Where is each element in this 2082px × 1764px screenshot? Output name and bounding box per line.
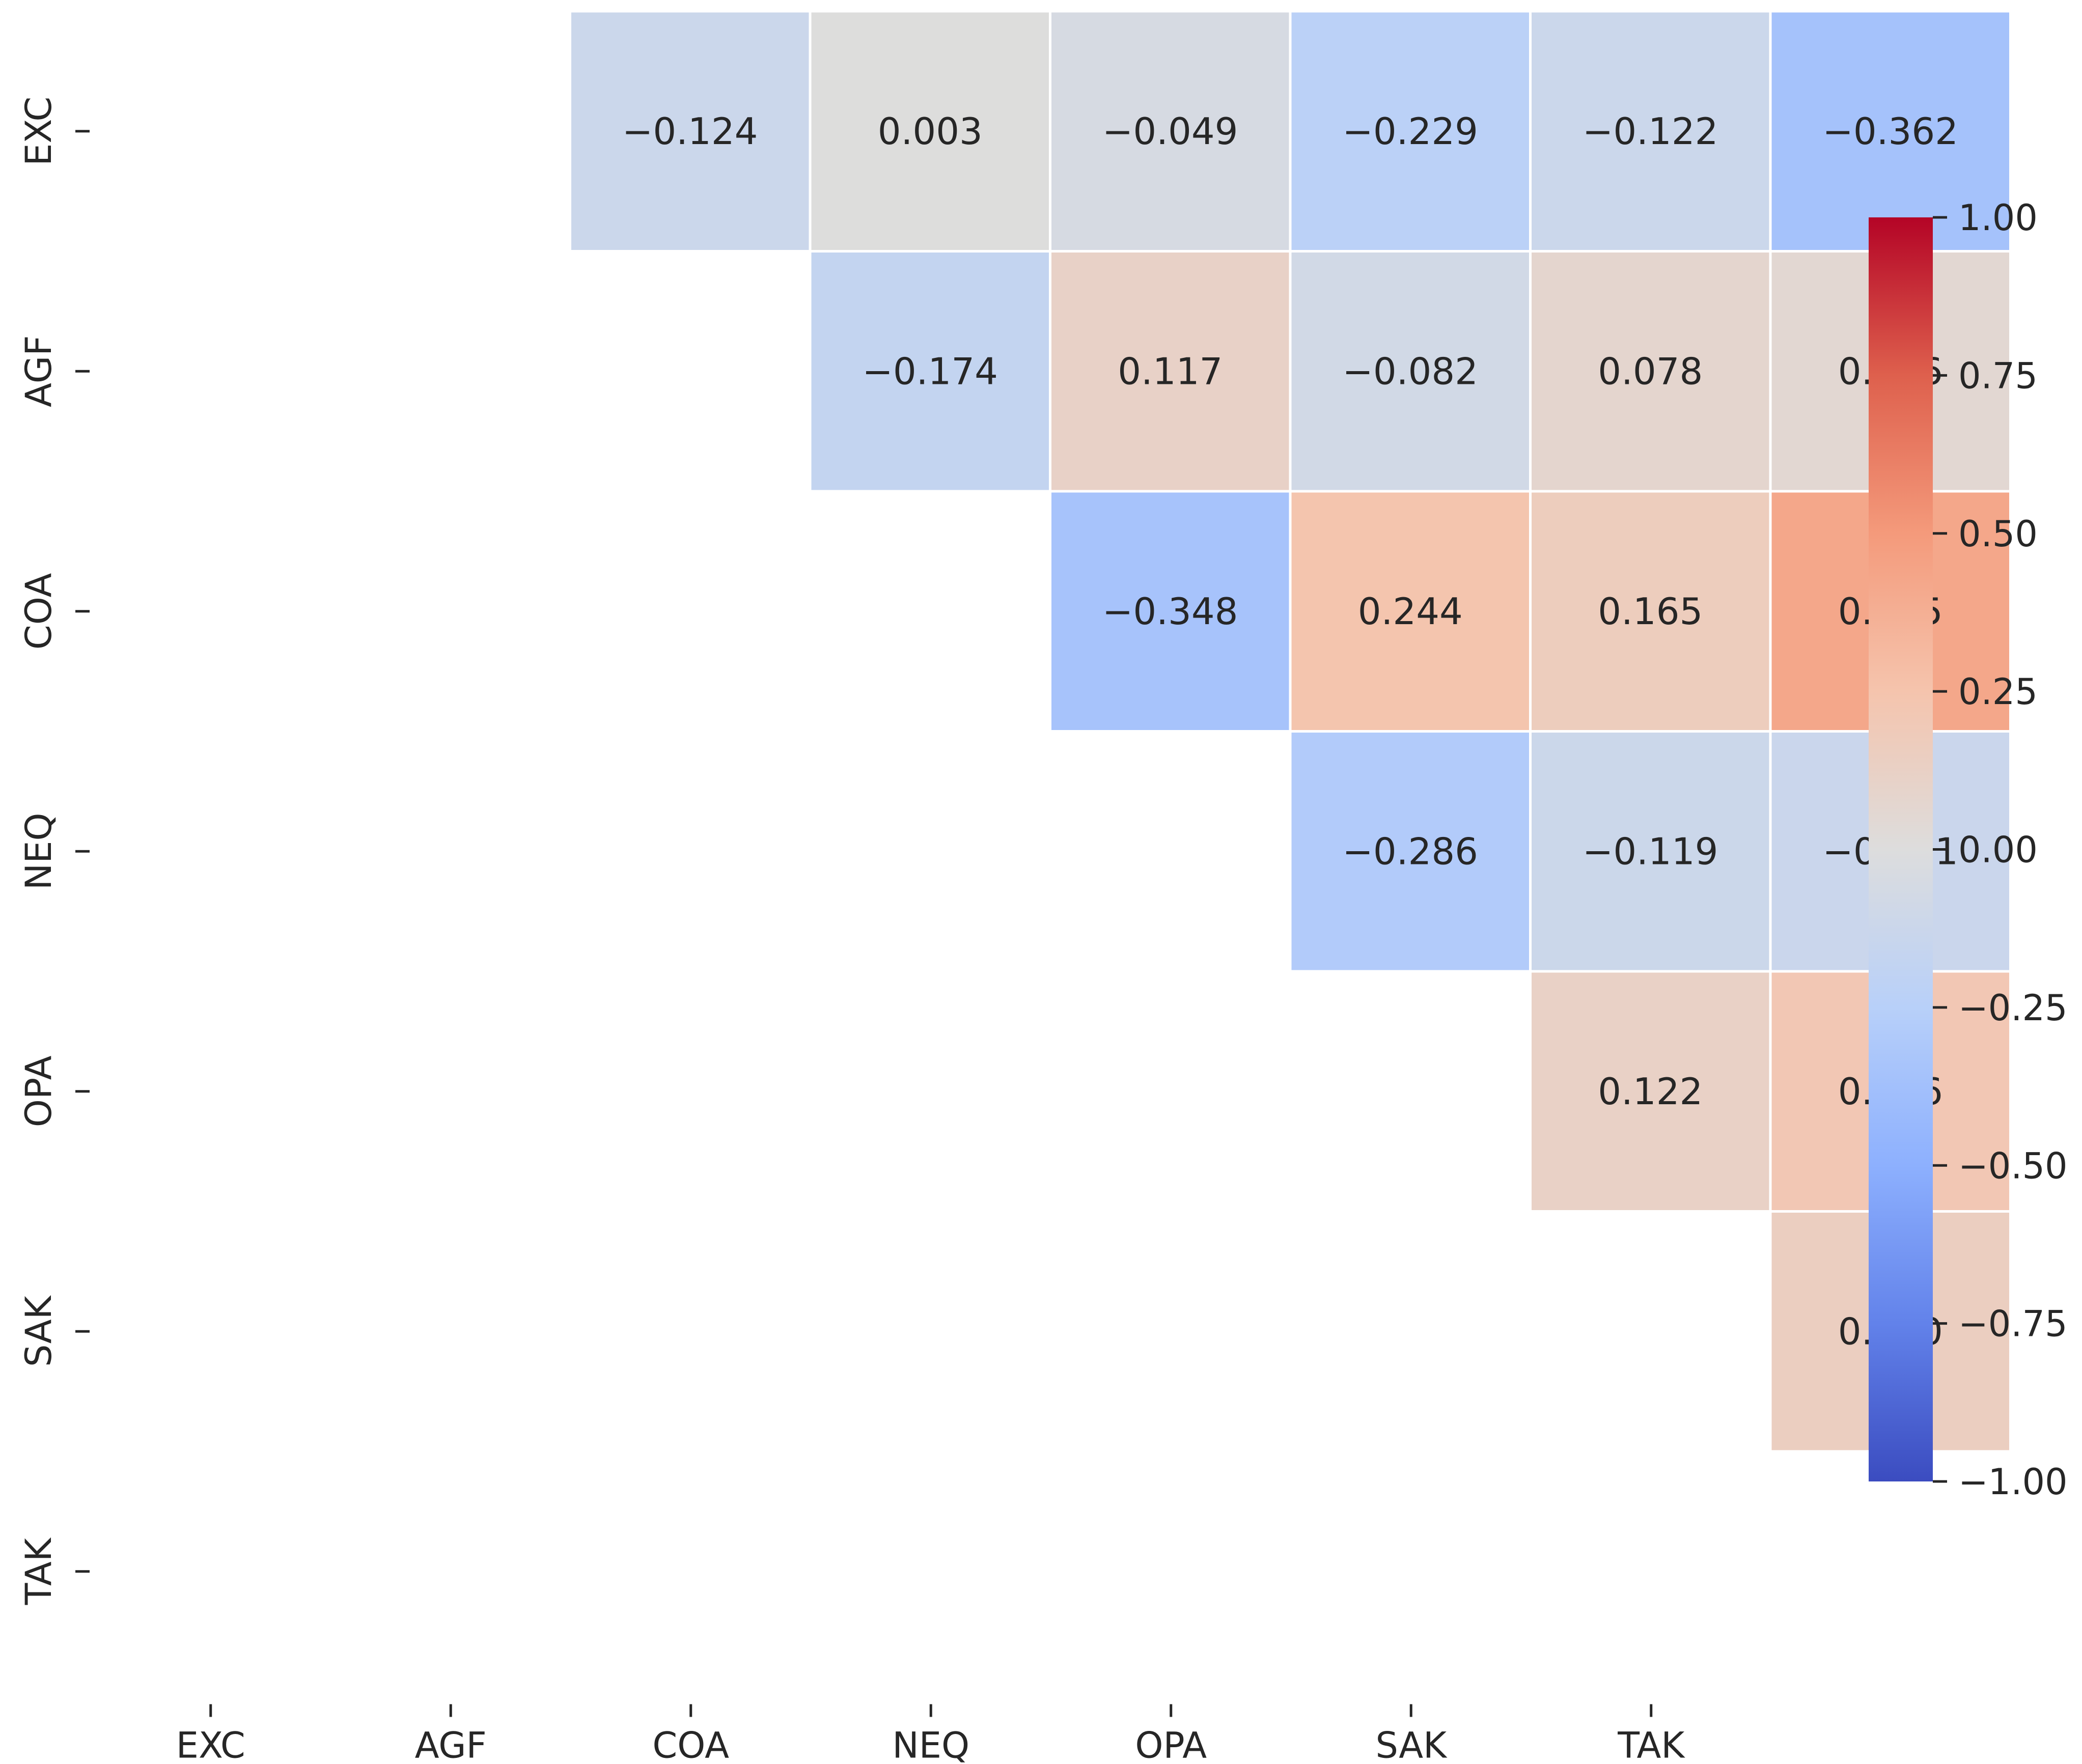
cell-value-label: 0.165	[1598, 590, 1703, 633]
heatmap-cells: −0.124 0.003 −0.049 −0.229 −0.122 −0.362 −0.17…	[569, 10, 2012, 1453]
cell-value-label: −0.286	[1343, 830, 1478, 873]
heatmap-cell-exc-coa	[809, 10, 1051, 253]
x-tick-label-coa: COA	[652, 1725, 729, 1764]
colorbar-gradient	[1869, 217, 1933, 1481]
y-tick-label-sak: SAK	[18, 1295, 60, 1367]
y-tick-label-coa: COA	[18, 573, 60, 650]
x-axis: EXC AGF COA NEQ OPA SAK TAK	[176, 1704, 1685, 1764]
y-tick-label-neq: NEQ	[18, 813, 60, 890]
heatmap-cell-coa-neq	[1049, 490, 1292, 733]
x-tick-label-tak: TAK	[1617, 1725, 1685, 1764]
x-tick-label-opa: OPA	[1135, 1725, 1207, 1764]
colorbar-tick-label: −0.50	[1958, 1145, 2068, 1187]
y-tick-label-agf: AGF	[18, 335, 60, 407]
heatmap-cell-exc-neq	[1049, 10, 1292, 253]
colorbar-tick-label: −1.00	[1958, 1461, 2068, 1503]
y-tick-label-tak: TAK	[18, 1537, 60, 1605]
cell-value-label: −0.362	[1823, 110, 1958, 153]
cell-value-label: −0.122	[1583, 110, 1718, 153]
x-tick-label-exc: EXC	[176, 1725, 245, 1764]
colorbar-tick-label: 0.00	[1958, 829, 2038, 871]
colorbar-tick-label: 0.75	[1958, 355, 2038, 397]
heatmap-cell-exc-agf	[569, 10, 812, 253]
heatmap-cell-coa-sak	[1529, 490, 1772, 733]
colorbar-tick-label: 0.25	[1958, 671, 2038, 713]
cell-value-label: −0.348	[1102, 590, 1238, 633]
cell-value-label: 0.244	[1358, 590, 1463, 633]
heatmap-cell-neq-sak	[1529, 730, 1772, 973]
heatmap-cell-opa-sak	[1529, 970, 1772, 1213]
cell-value-label: −0.082	[1343, 350, 1478, 393]
cell-value-label: −0.119	[1583, 830, 1718, 873]
heatmap-cell-exc-sak	[1529, 10, 1772, 253]
y-tick-label-exc: EXC	[18, 97, 60, 166]
cell-value-label: 0.078	[1598, 350, 1703, 393]
x-tick-label-agf: AGF	[415, 1725, 487, 1764]
y-tick-label-opa: OPA	[18, 1055, 60, 1127]
heatmap-cell-exc-tak	[1769, 10, 2012, 253]
cell-value-label: −0.124	[622, 110, 758, 153]
colorbar-tick-label: 0.50	[1958, 513, 2038, 555]
heatmap-cell-exc-opa	[1289, 10, 1532, 253]
cell-value-label: 0.003	[878, 110, 983, 153]
colorbar-tick-label: −0.25	[1958, 987, 2068, 1029]
y-axis: EXC AGF COA NEQ OPA SAK TAK	[18, 97, 90, 1605]
heatmap-cell-agf-sak	[1529, 250, 1772, 493]
heatmap-cell-agf-coa	[809, 250, 1051, 493]
heatmap-cell-coa-opa	[1289, 490, 1532, 733]
colorbar-tick-label: −0.75	[1958, 1303, 2068, 1345]
cell-value-label: −0.174	[863, 350, 998, 393]
heatmap-cell-agf-neq	[1049, 250, 1292, 493]
cell-value-label: 0.122	[1598, 1070, 1703, 1113]
x-tick-label-neq: NEQ	[892, 1725, 969, 1764]
cell-value-label: −0.229	[1343, 110, 1478, 153]
colorbar-tick-label: 1.00	[1958, 197, 2038, 239]
colorbar: 1.00 0.75 0.50 0.25 0.00 −0.25 −0.50 −0.75 −1.00	[1869, 197, 2068, 1503]
cell-value-label: −0.049	[1102, 110, 1238, 153]
cell-value-label: 0.117	[1118, 350, 1223, 393]
x-tick-label-sak: SAK	[1375, 1725, 1448, 1764]
